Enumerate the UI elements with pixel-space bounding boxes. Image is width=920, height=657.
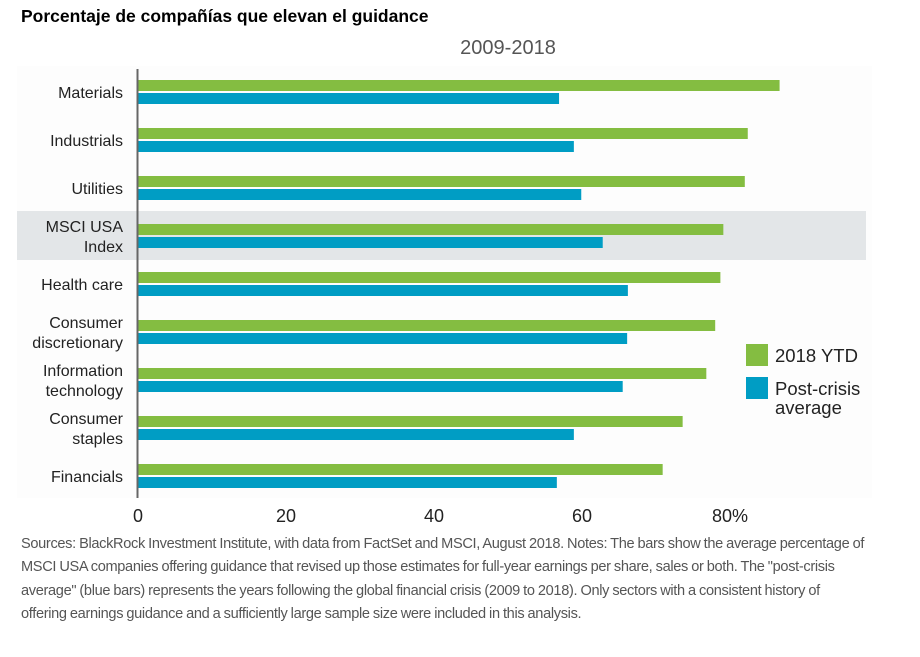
bar-2018-ytd <box>138 320 716 331</box>
category-label: technology <box>46 383 123 400</box>
legend-label: Post-crisis <box>775 378 860 399</box>
bar-post-crisis-average <box>138 189 582 200</box>
category-label: MSCI USA <box>46 219 124 236</box>
legend-swatch-post-crisis <box>746 377 768 399</box>
bar-post-crisis-average <box>138 429 574 440</box>
sources-notes: Sources: BlackRock Investment Institute,… <box>21 535 865 622</box>
bar-2018-ytd <box>138 224 724 235</box>
bar-post-crisis-average <box>138 477 557 488</box>
category-label: staples <box>72 431 123 448</box>
bar-2018-ytd <box>138 128 748 139</box>
bar-post-crisis-average <box>138 285 628 296</box>
bar-2018-ytd <box>138 464 663 475</box>
bar-2018-ytd <box>138 416 683 427</box>
category-label: Materials <box>58 85 123 102</box>
bar-post-crisis-average <box>138 141 574 152</box>
x-tick-label: 60 <box>572 506 592 526</box>
legend-label: 2018 YTD <box>775 345 858 366</box>
x-tick-label: 0 <box>133 506 143 526</box>
chart-subtitle: 2009-2018 <box>460 37 556 59</box>
x-tick-label: 80% <box>712 506 748 526</box>
chart-title: Porcentaje de compañías que elevan el gu… <box>21 6 429 26</box>
bar-post-crisis-average <box>138 93 560 104</box>
legend-label: average <box>775 397 842 418</box>
x-tick-label: 20 <box>276 506 296 526</box>
category-label: Consumer <box>49 315 123 332</box>
bar-2018-ytd <box>138 80 780 91</box>
category-label: Utilities <box>71 181 123 198</box>
category-label: Index <box>84 239 123 256</box>
bar-post-crisis-average <box>138 237 603 248</box>
category-label: Consumer <box>49 411 123 428</box>
x-tick-label: 40 <box>424 506 444 526</box>
bar-2018-ytd <box>138 272 721 283</box>
bar-post-crisis-average <box>138 381 623 392</box>
category-label: discretionary <box>32 335 123 352</box>
category-label: Industrials <box>50 133 123 150</box>
highlight-band <box>17 211 866 260</box>
category-label: Information <box>43 363 123 380</box>
bar-post-crisis-average <box>138 333 628 344</box>
category-label: Health care <box>41 277 123 294</box>
category-label: Financials <box>51 469 123 486</box>
legend-swatch-2018-ytd <box>746 344 768 366</box>
bar-chart: Materials Industrials Utilities MSCI USA Ind… <box>17 69 866 526</box>
bar-2018-ytd <box>138 368 707 379</box>
bar-2018-ytd <box>138 176 745 187</box>
